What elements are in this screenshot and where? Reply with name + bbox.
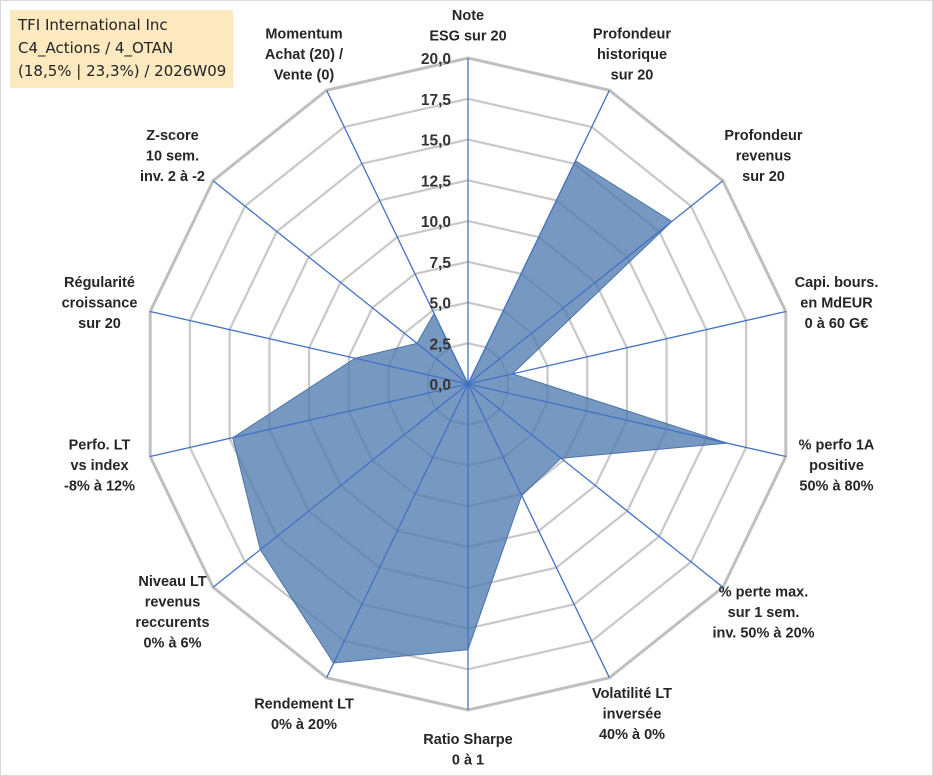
axis-label-line: sur 20 <box>611 68 654 84</box>
radial-tick-labels: 0,0 2,5 5,0 7,5 10,0 12,5 15,0 17,5 20,0 <box>421 51 452 394</box>
axis-label: Note ESG sur 20 <box>429 8 506 45</box>
axis-spoke <box>212 383 469 588</box>
tick-label: 0,0 <box>429 377 451 394</box>
axis-label-line: inv. 2 à -2 <box>140 169 205 185</box>
axis-label-line: % perte max. <box>719 584 808 600</box>
axis-label: Niveau LT revenus reccurents 0% à 6% <box>135 574 209 652</box>
axis-label-line: Volatilité LT <box>592 686 672 702</box>
axis-label-line: Niveau LT <box>138 574 206 590</box>
title-box: TFI International Inc C4_Actions / 4_OTA… <box>10 10 233 88</box>
tick-label: 20,0 <box>421 51 451 68</box>
axis-label-line: Capi. bours. <box>795 275 879 291</box>
axis-label-line: % perfo 1A <box>799 438 875 454</box>
axis-label: Momentum Achat (20) / Vente (0) <box>265 27 343 84</box>
title-company: TFI International Inc <box>18 16 168 34</box>
axis-spoke <box>467 180 724 385</box>
tick-label: 5,0 <box>429 296 451 313</box>
axis-label-line: Régularité <box>64 275 135 291</box>
axis-label: % perte max. sur 1 sem. inv. 50% à 20% <box>712 584 814 641</box>
title-category: C4_Actions / 4_OTAN <box>18 39 174 57</box>
axis-spoke <box>467 383 610 678</box>
axis-spoke <box>467 90 610 385</box>
tick-label: 2,5 <box>429 336 451 353</box>
axis-label: Volatilité LT inversée 40% à 0% <box>592 686 672 743</box>
axis-label-line: Ratio Sharpe <box>423 732 512 748</box>
axis-label: % perfo 1A positive 50% à 80% <box>799 438 875 495</box>
axis-label-line: 0% à 20% <box>271 717 337 733</box>
axis-label-line: 0 à 60 G€ <box>805 316 869 332</box>
axis-label-line: Profondeur <box>593 27 671 43</box>
axis-label-line: -8% à 12% <box>64 479 135 495</box>
axis-label: Rendement LT 0% à 20% <box>254 696 354 733</box>
axis-label-line: Note <box>452 8 484 24</box>
axis-label-line: ESG sur 20 <box>429 29 506 45</box>
axis-label: Capi. bours. en MdEUR 0 à 60 G€ <box>795 275 879 332</box>
title-stats: (18,5% | 23,3%) / 2026W09 <box>18 62 227 80</box>
axis-label-line: Achat (20) / <box>265 47 343 63</box>
axis-spoke <box>326 90 469 385</box>
axis-label-line: Z-score <box>146 128 198 144</box>
axis-label-line: inversée <box>603 707 662 723</box>
axis-label-line: positive <box>809 458 864 474</box>
tick-label: 7,5 <box>429 255 451 272</box>
tick-label: 15,0 <box>421 133 451 150</box>
axis-label-line: inv. 50% à 20% <box>712 625 814 641</box>
axis-label-line: 40% à 0% <box>599 727 665 743</box>
axis-label: Z-score 10 sem. inv. 2 à -2 <box>140 128 205 185</box>
axis-label-line: en MdEUR <box>800 295 873 311</box>
tick-label: 17,5 <box>421 92 452 109</box>
axis-label-line: Perfo. LT <box>69 438 131 454</box>
axis-label-line: 10 sem. <box>146 149 199 165</box>
axis-label-line: Rendement LT <box>254 696 354 712</box>
axis-label: Profondeur historique sur 20 <box>593 27 671 84</box>
tick-label: 10,0 <box>421 214 451 231</box>
axis-spoke <box>150 383 469 458</box>
axis-labels: Note ESG sur 20 Profondeur historique sur 20… <box>62 8 879 769</box>
axis-label-line: 50% à 80% <box>799 479 873 495</box>
axis-label: Profondeur revenus sur 20 <box>724 128 802 185</box>
axis-label-line: sur 20 <box>742 169 785 185</box>
axis-spoke <box>326 383 469 678</box>
axis-spoke <box>467 310 786 385</box>
axis-label-line: revenus <box>145 595 201 611</box>
axis-spoke <box>467 383 724 588</box>
axis-label-line: vs index <box>70 458 128 474</box>
axis-label-line: sur 20 <box>78 316 121 332</box>
axis-label: Perfo. LT vs index -8% à 12% <box>64 438 135 495</box>
radar-axes <box>150 58 786 710</box>
axis-spoke <box>150 310 469 385</box>
axis-label: Régularité croissance sur 20 <box>62 275 138 332</box>
axis-spoke <box>212 180 469 385</box>
axis-label: Ratio Sharpe 0 à 1 <box>423 732 512 769</box>
axis-label-line: Vente (0) <box>274 68 335 84</box>
axis-label-line: Momentum <box>265 27 342 43</box>
axis-label-line: 0% à 6% <box>143 636 201 652</box>
axis-label-line: 0 à 1 <box>452 753 484 769</box>
axis-label-line: historique <box>597 47 667 63</box>
axis-label-line: Profondeur <box>724 128 802 144</box>
tick-label: 12,5 <box>421 173 452 190</box>
axis-label-line: sur 1 sem. <box>728 605 800 621</box>
axis-spoke <box>467 383 786 458</box>
axis-label-line: revenus <box>736 149 792 165</box>
axis-label-line: croissance <box>62 295 138 311</box>
axis-label-line: reccurents <box>135 615 209 631</box>
